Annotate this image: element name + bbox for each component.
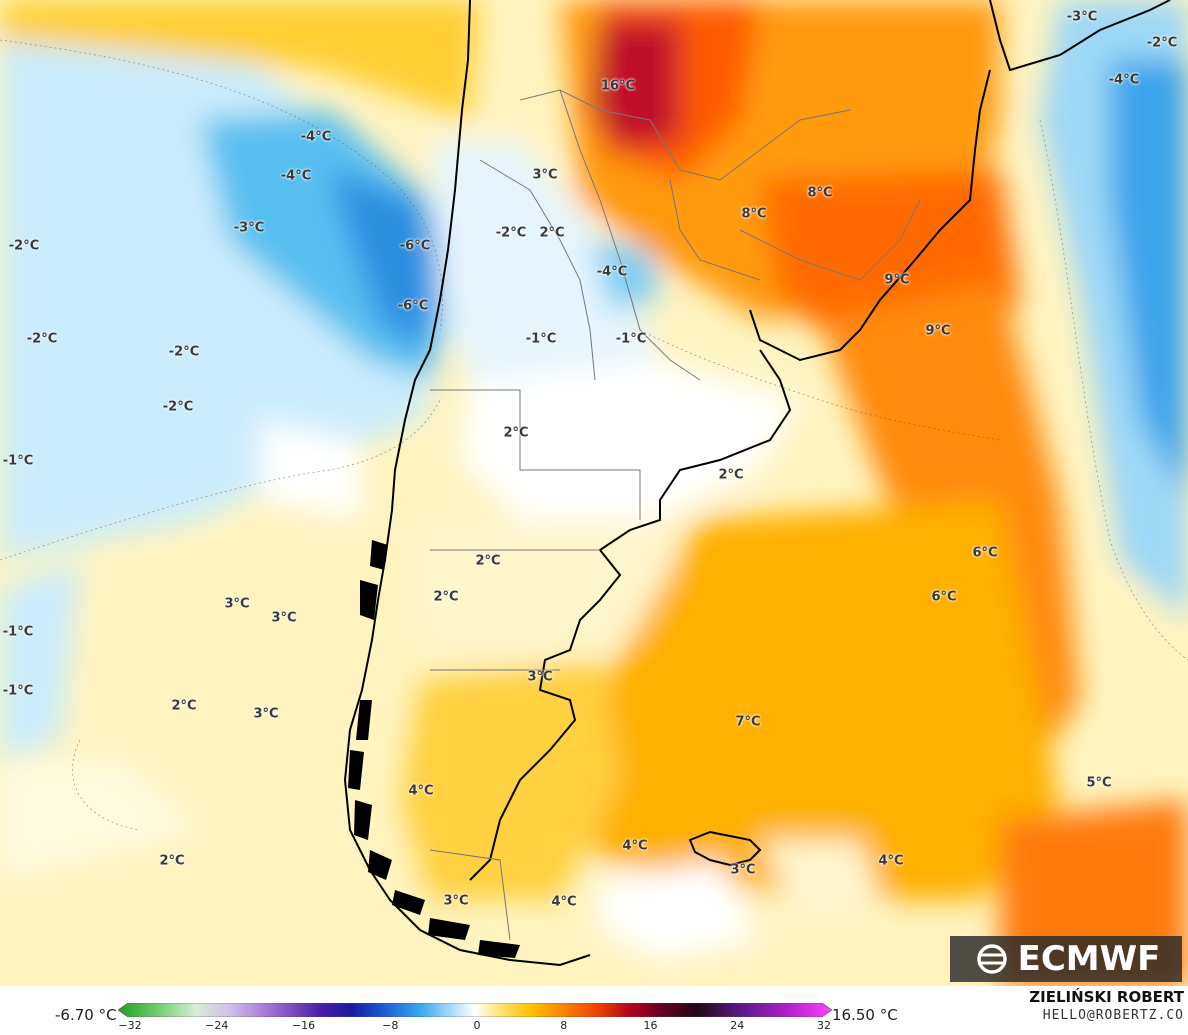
temperature-field	[0, 0, 1188, 986]
temperature-label: 4°C	[551, 894, 577, 910]
temperature-label: -3°C	[1066, 9, 1098, 25]
temperature-label: 9°C	[925, 323, 951, 339]
temperature-label: 2°C	[475, 553, 501, 569]
temperature-label: 2°C	[171, 698, 197, 714]
colorbar-tick-label: 0	[473, 1019, 481, 1032]
temperature-label: -4°C	[1108, 72, 1140, 88]
temperature-label: -2°C	[8, 238, 40, 254]
colorbar-tick-label: −16	[291, 1019, 316, 1032]
colorbar-tick-label: 16	[643, 1019, 658, 1032]
colorbar-min-label: -6.70 °C	[55, 1006, 117, 1024]
temperature-label: 5°C	[1086, 775, 1112, 791]
temperature-label: 3°C	[224, 596, 250, 612]
borders	[429, 89, 921, 941]
temperature-label: 2°C	[539, 225, 565, 241]
temperature-label: -1°C	[525, 331, 557, 347]
temperature-label: -1°C	[615, 331, 647, 347]
temperature-label: 2°C	[718, 467, 744, 483]
author-name: ZIELIŃSKI ROBERT	[1029, 988, 1184, 1006]
ecmwf-logo: ECMWF	[950, 936, 1182, 982]
colorbar-tick-label: 24	[730, 1019, 745, 1032]
temperature-label: -2°C	[495, 225, 527, 241]
temperature-label: 3°C	[443, 893, 469, 909]
temperature-label: 6°C	[931, 589, 957, 605]
temperature-label: -1°C	[2, 683, 34, 699]
temperature-label: 2°C	[433, 589, 459, 605]
logo-text: ECMWF	[1017, 939, 1161, 979]
temperature-label: 3°C	[253, 706, 279, 722]
colorbar-tick-label: 8	[560, 1019, 568, 1032]
colorbar-tick-label: −32	[118, 1019, 142, 1032]
temperature-label: 2°C	[159, 853, 185, 869]
colorbar-tick-label: 32	[817, 1019, 831, 1032]
temperature-label: 3°C	[730, 862, 756, 878]
temperature-label: -1°C	[2, 624, 34, 640]
temperature-label: -6°C	[397, 298, 429, 314]
temperature-label: -4°C	[596, 264, 628, 280]
temperature-label: 9°C	[884, 272, 910, 288]
colorbar	[118, 1003, 832, 1017]
colorbar-tick-label: −24	[205, 1019, 229, 1032]
ecmwf-swirl-icon	[976, 944, 1007, 974]
temperature-label: 3°C	[271, 610, 297, 626]
temperature-label: 8°C	[807, 185, 833, 201]
temperature-map	[0, 0, 1188, 986]
temperature-label: -2°C	[1146, 35, 1178, 51]
temperature-label: -4°C	[280, 168, 312, 184]
colorbar-tick-label: −8	[382, 1019, 399, 1032]
colorbar-max-label: 16.50 °C	[832, 1006, 898, 1024]
temperature-label: 2°C	[503, 425, 529, 441]
temperature-label: -1°C	[2, 453, 34, 469]
temperature-label: 7°C	[735, 714, 761, 730]
temperature-label: -6°C	[399, 238, 431, 254]
temperature-label: -2°C	[168, 344, 200, 360]
temperature-label: 4°C	[408, 783, 434, 799]
temperature-label: 16°C	[600, 78, 636, 94]
temperature-label: -2°C	[26, 331, 58, 347]
contour-lines	[0, 39, 1188, 831]
author-email: HELLO@ROBERTZ.CO	[1042, 1008, 1184, 1023]
temperature-label: 4°C	[878, 853, 904, 869]
temperature-label: 6°C	[972, 545, 998, 561]
coastline	[343, 0, 1171, 967]
colorbar-bar	[118, 1003, 832, 1017]
temperature-label: -4°C	[300, 129, 332, 145]
temperature-label: 3°C	[532, 167, 558, 183]
temperature-label: 3°C	[527, 669, 553, 685]
temperature-label: -2°C	[162, 399, 194, 415]
temperature-label: 8°C	[741, 206, 767, 222]
temperature-label: -3°C	[233, 220, 265, 236]
falklands	[688, 830, 762, 867]
temperature-label: 4°C	[622, 838, 648, 854]
archipelago	[348, 540, 520, 958]
